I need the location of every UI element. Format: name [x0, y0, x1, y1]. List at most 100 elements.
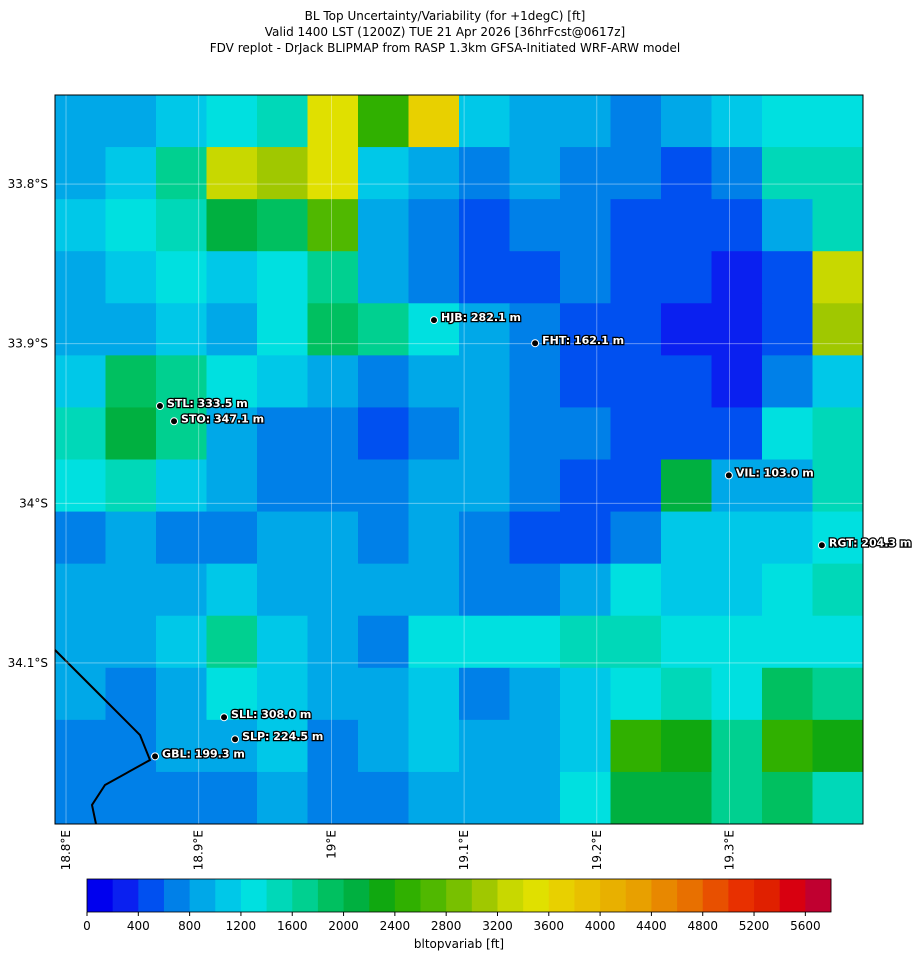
colorbar-swatch [497, 879, 524, 912]
raster-cell [358, 667, 409, 721]
raster-cell [105, 563, 157, 617]
raster-cell [560, 771, 611, 825]
colorbar-tick-label: 2400 [380, 919, 411, 933]
station-marker [817, 541, 826, 550]
colorbar-label: bltopvariab [ft] [414, 937, 504, 951]
raster-cell [610, 147, 662, 200]
raster-cell [55, 563, 106, 617]
raster-cell [358, 511, 409, 565]
raster-cell [661, 459, 712, 513]
raster-cell [509, 199, 561, 252]
colorbar-swatch [394, 879, 421, 912]
raster-cell [661, 719, 712, 773]
raster-cell [812, 95, 864, 148]
station-label: FHT: 162.1 m [542, 334, 624, 347]
raster-cell [610, 771, 662, 825]
raster-cell [257, 199, 308, 252]
colorbar-tick-label: 4000 [585, 919, 616, 933]
raster-cell [711, 719, 763, 773]
raster-cell [358, 303, 409, 356]
raster-cell [156, 719, 207, 773]
raster-cell [105, 459, 157, 513]
raster-cell [711, 147, 763, 200]
raster-cell [408, 199, 460, 252]
raster-cell [257, 147, 308, 200]
raster-cell [610, 95, 662, 148]
raster-cell [105, 407, 157, 460]
station-marker [220, 713, 229, 722]
raster-cell [206, 511, 258, 565]
raster-cell [812, 251, 864, 304]
raster-cell [560, 95, 611, 148]
station-label: STL: 333.5 m [167, 397, 248, 410]
title-line: FDV replot - DrJack BLIPMAP from RASP 1.… [210, 41, 680, 55]
raster-cell [762, 719, 813, 773]
raster-cell [711, 667, 763, 721]
colorbar-frame [86, 878, 832, 913]
raster-cell [459, 719, 510, 773]
colorbar-swatch [163, 879, 191, 912]
raster-cell [762, 511, 813, 565]
colorbar-swatch [625, 879, 652, 912]
raster-cell [762, 667, 813, 721]
raster-cell [105, 355, 157, 408]
x-tick-label: 19.3°E [723, 830, 737, 870]
raster-cell [711, 407, 763, 460]
raster-cell [509, 251, 561, 304]
station-label: HJB: 282.1 m [441, 311, 521, 324]
colorbar-swatch [651, 879, 678, 912]
raster-cell [560, 303, 611, 356]
raster-cell [509, 719, 561, 773]
raster-cell [358, 95, 409, 148]
raster-cell [661, 199, 712, 252]
raster-cell [812, 615, 864, 669]
raster-cell [358, 615, 409, 669]
raster-cell [156, 251, 207, 304]
raster-cell [408, 459, 460, 513]
raster-cell [459, 667, 510, 721]
colorbar-tick-label: 2800 [431, 919, 462, 933]
raster-cell [55, 615, 106, 669]
raster-cell [257, 407, 308, 460]
raster-cell [206, 251, 258, 304]
raster-cell [307, 563, 359, 617]
station-label: SLP: 224.5 m [242, 730, 323, 743]
raster-cell [408, 615, 460, 669]
raster-cell [55, 251, 106, 304]
raster-cell [358, 199, 409, 252]
colorbar-swatch [266, 879, 293, 912]
raster-cell [55, 459, 106, 513]
raster-cell [711, 95, 763, 148]
raster-cell [509, 771, 561, 825]
raster-cell [459, 459, 510, 513]
colorbar-tick-label: 1600 [277, 919, 308, 933]
raster-cell [610, 355, 662, 408]
raster-cell [762, 615, 813, 669]
raster-cell [661, 615, 712, 669]
raster-cell [812, 355, 864, 408]
raster-cell [408, 667, 460, 721]
raster-cell [307, 95, 359, 148]
raster-cell [610, 407, 662, 460]
y-tick-label: 34°S [19, 496, 48, 510]
raster-cell [206, 615, 258, 669]
station-marker [231, 735, 240, 744]
raster-cell [661, 667, 712, 721]
raster-cell [711, 459, 763, 513]
raster-cell [206, 563, 258, 617]
colorbar-swatch [343, 879, 370, 912]
raster-cell [459, 615, 510, 669]
colorbar-swatch [292, 879, 319, 912]
y-tick-label: 33.9°S [8, 337, 48, 351]
colorbar-swatch [548, 879, 575, 912]
raster-cell [711, 199, 763, 252]
raster-cell [711, 355, 763, 408]
colorbar-tick-label: 400 [127, 919, 150, 933]
x-tick-label: 18.8°E [59, 830, 73, 870]
raster-cell [257, 667, 308, 721]
raster-cell [408, 355, 460, 408]
station-label: VIL: 103.0 m [736, 466, 814, 479]
raster-cell [610, 563, 662, 617]
raster-cell [105, 199, 157, 252]
raster-cell [711, 303, 763, 356]
